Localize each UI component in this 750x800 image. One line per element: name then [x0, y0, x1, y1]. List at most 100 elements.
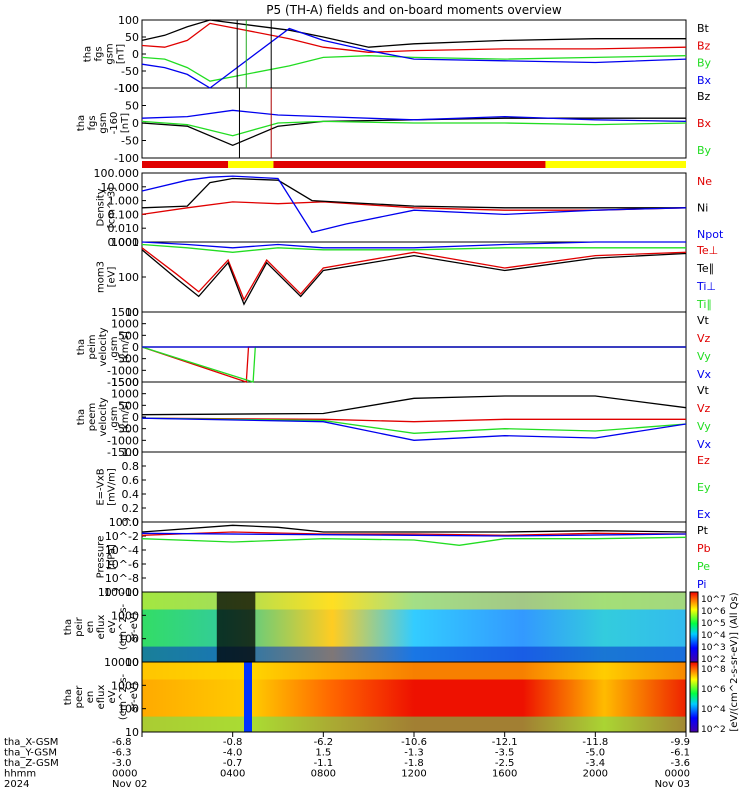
- series-Te_perp: [141, 247, 687, 302]
- x-tick-label: -0.8: [223, 737, 243, 748]
- x-row-label: tha_Z-GSM: [4, 758, 59, 769]
- colorbars: 10^710^610^510^410^310^210^810^610^410^2…: [689, 591, 740, 735]
- series-Ti_par: [141, 243, 686, 253]
- colorbar-tick-label: 10^7: [701, 595, 726, 605]
- x-tick-label: -6.8: [112, 737, 132, 748]
- temperature-lines: [141, 241, 687, 306]
- legend-entry: Pb: [697, 542, 711, 555]
- y-tick-label: 50: [125, 31, 139, 44]
- x-tick-label: -6.3: [112, 748, 132, 759]
- y-tick-label: 0.8: [122, 460, 140, 473]
- y-axis-label: fgs: [94, 46, 105, 61]
- legend-entry: Ne: [697, 175, 712, 188]
- x-tick-label: Nov 03: [655, 779, 690, 790]
- legend-entry: Vx: [697, 368, 712, 381]
- y-tick-label: 0.010: [108, 222, 140, 235]
- x-tick-label: -3.0: [112, 758, 132, 769]
- y-axis-label: [nT]: [116, 44, 127, 64]
- y-tick-label: 0: [132, 117, 139, 130]
- y-axis-label: Density: [96, 188, 107, 226]
- legend-entry: Vz: [697, 332, 711, 345]
- y-tick-label: -500: [114, 423, 139, 436]
- y-tick-label: 10: [125, 726, 139, 739]
- legend-entry: Pe: [697, 560, 710, 573]
- y-tick-label: -50: [121, 135, 139, 148]
- x-tick-label: -1.1: [314, 758, 334, 769]
- series-Ni: [141, 177, 686, 209]
- legend-entry: Npot: [697, 228, 724, 241]
- x-tick-label: -11.8: [582, 737, 608, 748]
- x-tick-label: -1.8: [404, 758, 424, 769]
- spectrogram-low-energy-band: [142, 716, 686, 732]
- y-tick-label: 10000: [104, 586, 139, 599]
- x-tick-label: -12.1: [492, 737, 518, 748]
- legend-entry: Vy: [697, 420, 711, 433]
- series-Vt: [141, 395, 687, 416]
- y-tick-label: 0: [132, 341, 139, 354]
- y-axis-label: gsm: [109, 406, 120, 427]
- x-tick-label: -6.1: [670, 748, 690, 759]
- y-axis-label: [eV]: [107, 267, 118, 288]
- series-Bt: [141, 19, 686, 48]
- legend-entry: Ez: [697, 454, 710, 467]
- y-tick-label: 1000: [111, 318, 139, 331]
- colorbar-label: [eV/(cm^2-s-sr-eV)] (All Qs): [729, 592, 740, 731]
- series-Pt: [141, 524, 687, 533]
- y-axis-label: [nPa]: [107, 544, 118, 570]
- y-axis-label: sr-eV): [129, 682, 140, 711]
- y-tick-label: 100: [118, 271, 139, 284]
- y-axis-label: -160: [109, 112, 120, 135]
- legend-entry: Ti∥: [696, 298, 712, 311]
- fgs-gsm-lines: [141, 19, 687, 89]
- x-tick-label: 2000: [583, 769, 608, 780]
- series-Bx: [141, 27, 687, 89]
- x-tick-label: -3.4: [586, 758, 606, 769]
- legend-entry: Ey: [697, 481, 711, 494]
- colorbar-tick-label: 10^4: [701, 631, 726, 641]
- series-Vz: [141, 346, 686, 383]
- x-tick-label: -3.5: [495, 748, 515, 759]
- x-tick-label: Nov 02: [112, 779, 147, 790]
- y-tick-label: -100: [114, 82, 139, 95]
- time-axis: tha_X-GSMtha_Y-GSMtha_Z-GSMhhmm2024-6.8-…: [4, 732, 690, 790]
- y-axis-label: [nT]: [120, 113, 131, 133]
- x-tick-label: 0800: [311, 769, 336, 780]
- plot-title: P5 (TH-A) fields and on-board moments ov…: [266, 3, 562, 17]
- y-axis-label: [km/s]: [120, 331, 131, 363]
- x-tick-label: 1.5: [315, 748, 331, 759]
- y-axis-label: [cm^-3]: [107, 187, 118, 228]
- y-tick-label: 0.100: [108, 208, 140, 221]
- y-tick-label: 1.000: [108, 195, 140, 208]
- y-axis-label: sr-eV): [129, 612, 140, 641]
- series-By: [141, 120, 687, 137]
- y-axis-label: eflux: [96, 615, 107, 640]
- x-row-label: hhmm: [4, 769, 36, 780]
- status-segment: [545, 161, 686, 168]
- spectrogram-high-energy-band: [142, 592, 686, 610]
- series-Te_par: [141, 249, 687, 306]
- y-tick-label: -1000: [107, 364, 139, 377]
- colorbar-tick-label: 10^6: [701, 607, 726, 617]
- y-axis-label: eV: [107, 690, 118, 703]
- y-axis-label: en: [85, 691, 96, 704]
- series-Bx: [141, 109, 687, 123]
- x-row-label: 2024: [4, 779, 29, 790]
- legend-entry: Te⊥: [696, 244, 718, 257]
- y-axis-label: (cm^2-s-: [118, 603, 129, 650]
- colorbar-tick-label: 10^5: [701, 619, 726, 629]
- y-axis-label: [km/s]: [120, 401, 131, 433]
- y-tick-label: 1500: [111, 306, 139, 319]
- series-Pb: [141, 531, 687, 536]
- legend-entry: Te∥: [696, 262, 714, 275]
- y-axis-label: tha: [76, 339, 87, 355]
- y-axis-label: mom3: [96, 261, 107, 293]
- legend-entry: Ti⊥: [696, 280, 716, 293]
- y-axis-label: tha: [76, 409, 87, 425]
- legend-entry: By: [697, 144, 712, 157]
- y-tick-label: 0.6: [122, 474, 140, 487]
- colorbar-tick-label: 10^3: [701, 643, 726, 653]
- y-tick-label: 1000: [111, 388, 139, 401]
- colorbar: [689, 591, 699, 663]
